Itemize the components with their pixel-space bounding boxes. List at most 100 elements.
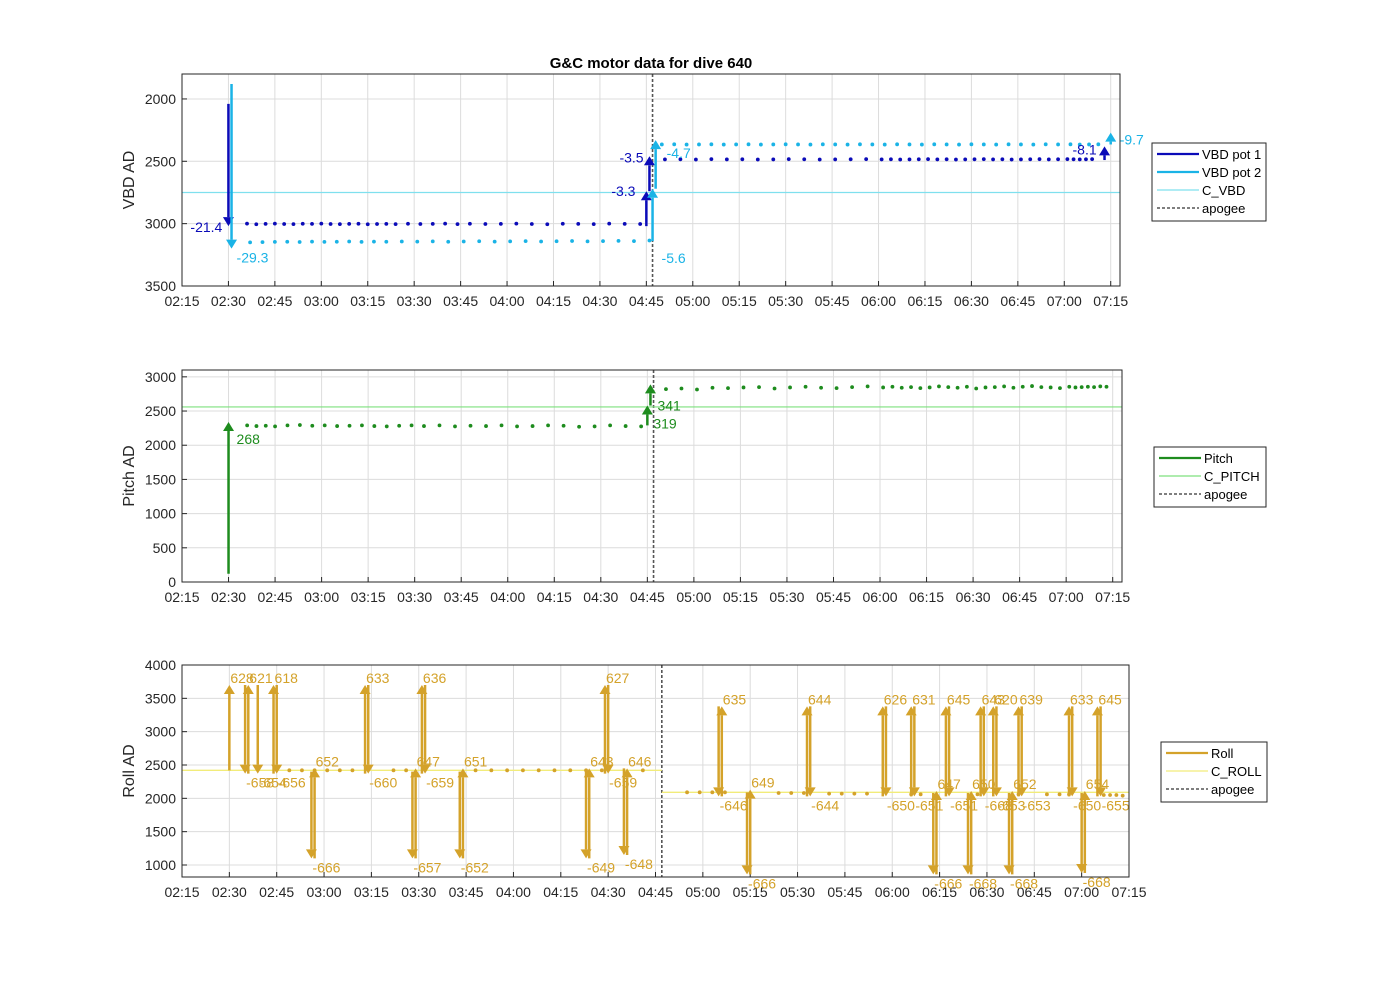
- pitch-point: [1039, 385, 1044, 389]
- vbd-pot1-point: [393, 222, 398, 227]
- x-tick-label: 06:15: [922, 884, 957, 900]
- vbd-pot1-point: [300, 221, 305, 226]
- roll-point: [710, 790, 715, 795]
- roll-point: [489, 768, 494, 773]
- pitch-arrow-label: 319: [653, 415, 677, 431]
- pitch-point: [592, 424, 597, 429]
- vbd-pot1-point: [926, 157, 930, 162]
- vbd-pot2-point: [833, 142, 838, 147]
- axes-frame: [181, 73, 1121, 287]
- y-tick-label: 500: [153, 540, 177, 556]
- roll-arrow-label: -646: [720, 797, 748, 813]
- vbd-pot2-point: [981, 142, 986, 147]
- vbd-pot1-point: [418, 222, 423, 226]
- pitch-point: [1002, 384, 1007, 389]
- vbd-pot1-arrow-label: -3.3: [611, 183, 635, 199]
- roll-arrow-label: 626: [884, 691, 908, 707]
- pitch-point: [623, 424, 628, 428]
- pitch-arrow-label: 341: [657, 397, 681, 413]
- vbd-pot2-arrow-label: -5.6: [662, 250, 686, 266]
- vbd-pot2-point: [672, 142, 677, 147]
- x-tick-label: 06:00: [861, 293, 896, 309]
- x-tick-label: 06:00: [875, 884, 910, 900]
- roll-arrow-head: [223, 685, 235, 694]
- roll-point: [975, 792, 980, 797]
- x-tick-label: 04:00: [490, 589, 525, 605]
- x-tick-label: 04:45: [630, 589, 665, 605]
- pitch-point: [245, 423, 250, 428]
- pitch-point: [639, 424, 644, 429]
- roll-point: [1057, 792, 1062, 797]
- x-tick-label: 06:45: [1017, 884, 1052, 900]
- pitch-point: [974, 386, 979, 391]
- pitch-point: [577, 424, 581, 429]
- vbd-pot1-point: [1046, 157, 1051, 162]
- vbd-pot2-point: [359, 239, 364, 244]
- vbd-pot2-point: [477, 239, 482, 244]
- vbd-pot2-point: [523, 239, 528, 244]
- roll-arrow-label: -648: [625, 856, 653, 872]
- vbd-pot2-point: [771, 142, 776, 147]
- roll-arrow-label: -654: [259, 775, 287, 791]
- roll-point: [839, 791, 844, 796]
- vbd-pot1-point: [802, 157, 807, 162]
- x-tick-label: 05:45: [816, 589, 851, 605]
- pitch-arrow-head: [644, 384, 656, 394]
- x-tick-label: 04:45: [638, 884, 673, 900]
- roll-arrow-label: -668: [1010, 875, 1038, 891]
- x-tick-label: 03:15: [351, 589, 386, 605]
- vbd-pot2-point: [1077, 142, 1082, 147]
- roll-arrow-head: [1095, 787, 1107, 797]
- y-tick-label: 0: [168, 574, 176, 590]
- vbd-pot2-point: [845, 142, 850, 147]
- vbd-pot1-point: [981, 157, 986, 162]
- x-tick-label: 04:30: [591, 884, 626, 900]
- vbd-pot2-arrow-label: -9.7: [1120, 132, 1144, 148]
- vbd-pot2-point: [919, 142, 924, 147]
- roll-arrow-label: -666: [748, 875, 776, 891]
- vbd-pot1-point: [1065, 157, 1070, 162]
- y-tick-label: 1000: [145, 506, 176, 522]
- pitch-point: [664, 387, 668, 392]
- x-tick-label: 04:45: [629, 293, 664, 309]
- roll-arrow-label: 635: [723, 691, 747, 707]
- pitch-point: [757, 385, 761, 389]
- x-tick-label: 03:00: [304, 293, 339, 309]
- vbd-pot2-arrow-head: [1105, 132, 1117, 142]
- pitch-point: [360, 423, 364, 428]
- vbd-pot2-point: [758, 142, 763, 147]
- vbd-pot1-point: [310, 221, 314, 226]
- vbd-pot2-point: [659, 142, 664, 147]
- vbd-pot1-point: [1071, 157, 1076, 162]
- pitch-point: [310, 423, 315, 428]
- roll-point: [350, 768, 355, 773]
- vbd-pot1-point: [935, 157, 940, 162]
- vbd-pot1-arrow-label: -8.1: [1073, 141, 1097, 157]
- x-tick-label: 03:45: [449, 884, 484, 900]
- roll-arrow-label: 621: [249, 670, 273, 686]
- pitch-point: [964, 384, 969, 389]
- vbd-pot2-point: [957, 142, 961, 147]
- pitch-point: [322, 423, 327, 428]
- pitch-point: [263, 423, 268, 428]
- roll-arrow-head: [908, 787, 920, 797]
- vbd-pot2-point: [461, 239, 466, 244]
- roll-arrow-label: -649: [587, 859, 615, 875]
- roll-point: [789, 791, 794, 795]
- vbd-pot2-point: [415, 239, 420, 244]
- vbd-pot1-arrow-head: [640, 191, 652, 201]
- vbd-pot2-point: [1043, 142, 1048, 147]
- vbd-pot1-point: [771, 157, 776, 162]
- vbd-pot1-point: [678, 157, 683, 162]
- roll-point: [337, 768, 342, 773]
- roll-arrow-head: [804, 787, 816, 797]
- x-tick-label: 05:00: [685, 884, 720, 900]
- roll-point: [584, 768, 588, 773]
- roll-arrow-head: [309, 768, 321, 778]
- roll-arrow-head: [1079, 791, 1091, 800]
- vbd-pot1-point: [328, 222, 333, 226]
- pitch-point: [335, 424, 340, 428]
- vbd-pot1-point: [245, 221, 249, 226]
- vbd-pot1-point: [740, 157, 745, 162]
